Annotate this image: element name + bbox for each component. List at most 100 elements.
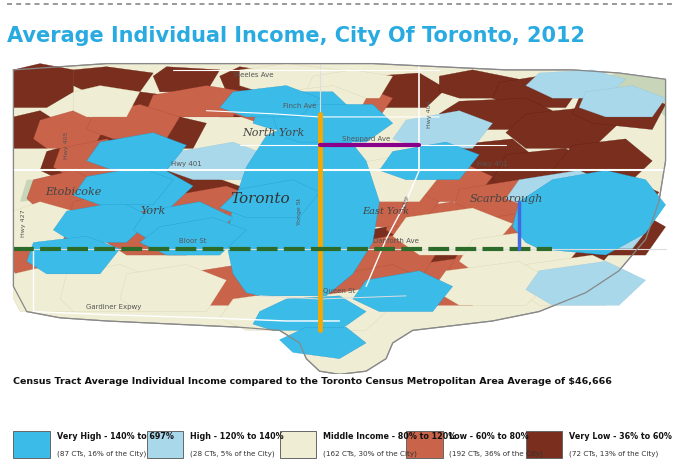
Polygon shape <box>166 142 266 179</box>
Polygon shape <box>120 114 206 148</box>
Polygon shape <box>40 142 113 179</box>
Polygon shape <box>100 92 187 123</box>
Polygon shape <box>73 66 153 92</box>
FancyBboxPatch shape <box>406 431 443 458</box>
Text: Low - 60% to 80%: Low - 60% to 80% <box>449 432 529 441</box>
Text: North York: North York <box>242 127 304 138</box>
Polygon shape <box>73 86 140 117</box>
Text: Hwy 401: Hwy 401 <box>477 161 508 167</box>
Polygon shape <box>220 66 280 92</box>
Polygon shape <box>80 129 160 170</box>
Polygon shape <box>386 258 499 306</box>
Polygon shape <box>60 265 160 312</box>
Polygon shape <box>153 66 220 92</box>
Text: (87 CTs, 16% of the City): (87 CTs, 16% of the City) <box>57 451 146 457</box>
Polygon shape <box>14 202 73 249</box>
Polygon shape <box>226 123 380 296</box>
Polygon shape <box>380 142 479 179</box>
Polygon shape <box>392 111 492 148</box>
Polygon shape <box>392 208 513 255</box>
Text: Very Low - 36% to 60%: Very Low - 36% to 60% <box>569 432 672 441</box>
Polygon shape <box>366 73 446 107</box>
Polygon shape <box>233 86 333 123</box>
Polygon shape <box>213 202 313 243</box>
Text: High - 120% to 140%: High - 120% to 140% <box>190 432 283 441</box>
Text: (162 CTs, 30% of the City): (162 CTs, 30% of the City) <box>323 451 417 457</box>
Text: (192 CTs, 36% of the City): (192 CTs, 36% of the City) <box>449 451 543 457</box>
Polygon shape <box>20 179 54 202</box>
Polygon shape <box>120 265 226 312</box>
Text: East York: East York <box>363 206 409 216</box>
Polygon shape <box>14 111 60 148</box>
Text: Middle Income - 80% to 120%: Middle Income - 80% to 120% <box>323 432 456 441</box>
Text: Steeles Ave: Steeles Ave <box>233 72 273 78</box>
Polygon shape <box>287 290 392 330</box>
Polygon shape <box>592 73 665 117</box>
Text: Bloor St: Bloor St <box>179 238 207 244</box>
Polygon shape <box>353 271 453 312</box>
Polygon shape <box>492 76 579 107</box>
Polygon shape <box>553 205 653 249</box>
Polygon shape <box>579 86 665 117</box>
Polygon shape <box>166 265 273 306</box>
Polygon shape <box>14 64 73 107</box>
Polygon shape <box>326 265 426 306</box>
Polygon shape <box>126 161 220 199</box>
Polygon shape <box>273 224 353 255</box>
Polygon shape <box>14 64 665 374</box>
Text: (28 CTs, 5% of the City): (28 CTs, 5% of the City) <box>190 451 274 457</box>
Polygon shape <box>33 111 107 148</box>
Text: DVP: DVP <box>401 195 411 208</box>
Text: Yonge St: Yonge St <box>297 198 302 225</box>
Polygon shape <box>280 327 366 359</box>
Text: Danforth Ave: Danforth Ave <box>373 238 419 244</box>
Polygon shape <box>340 186 439 227</box>
Polygon shape <box>253 296 366 330</box>
Text: Hwy 427: Hwy 427 <box>21 210 26 238</box>
Text: (72 CTs, 13% of the City): (72 CTs, 13% of the City) <box>569 451 659 457</box>
Polygon shape <box>240 64 340 92</box>
Polygon shape <box>220 86 320 117</box>
Polygon shape <box>306 70 392 98</box>
Polygon shape <box>26 236 120 274</box>
Polygon shape <box>340 233 439 280</box>
Polygon shape <box>14 265 93 312</box>
FancyBboxPatch shape <box>526 431 562 458</box>
Text: Hwy 405: Hwy 405 <box>65 132 69 159</box>
Polygon shape <box>386 239 473 280</box>
Text: Very High - 140% to 697%: Very High - 140% to 697% <box>57 432 174 441</box>
Polygon shape <box>33 211 113 249</box>
Polygon shape <box>206 92 273 117</box>
Polygon shape <box>453 179 553 224</box>
Polygon shape <box>506 170 612 211</box>
Text: Queen St: Queen St <box>323 288 356 294</box>
Text: York: York <box>141 206 166 216</box>
Text: Sheppard Ave: Sheppard Ave <box>342 136 390 142</box>
Text: Etobicoke: Etobicoke <box>45 187 102 197</box>
Polygon shape <box>67 193 153 233</box>
Text: Hwy 404: Hwy 404 <box>427 100 432 127</box>
FancyBboxPatch shape <box>14 431 50 458</box>
Polygon shape <box>273 104 392 142</box>
Polygon shape <box>187 167 273 205</box>
Text: Finch Ave: Finch Ave <box>283 103 316 109</box>
Polygon shape <box>220 290 340 330</box>
Polygon shape <box>313 86 392 117</box>
Polygon shape <box>220 179 320 217</box>
Polygon shape <box>526 261 646 306</box>
Polygon shape <box>459 230 579 280</box>
Polygon shape <box>273 186 373 224</box>
Polygon shape <box>147 86 246 117</box>
Polygon shape <box>572 208 665 255</box>
Polygon shape <box>492 148 592 202</box>
Polygon shape <box>506 107 619 148</box>
Polygon shape <box>87 133 187 170</box>
Polygon shape <box>54 202 153 243</box>
Polygon shape <box>559 177 659 217</box>
Polygon shape <box>446 243 566 290</box>
Polygon shape <box>340 164 439 202</box>
Polygon shape <box>392 161 492 202</box>
Polygon shape <box>459 211 566 255</box>
Polygon shape <box>253 92 353 129</box>
Text: Census Tract Average Individual Income compared to the Toronto Census Metropolit: Census Tract Average Individual Income c… <box>14 377 612 386</box>
